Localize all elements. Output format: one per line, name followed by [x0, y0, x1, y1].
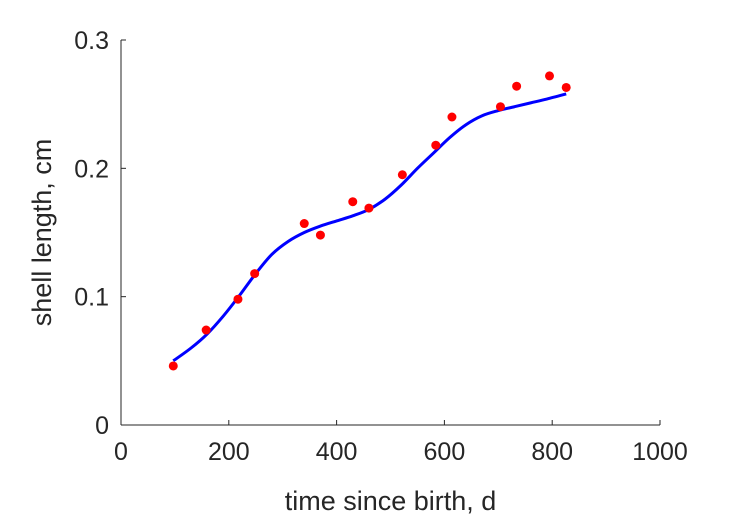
- y-axis-label: shell length, cm: [27, 139, 57, 327]
- series-line: [172, 92, 567, 363]
- data-points: [168, 71, 571, 371]
- data-point: [512, 81, 522, 91]
- data-point: [545, 71, 555, 81]
- data-point: [431, 140, 441, 150]
- data-point: [561, 82, 571, 92]
- x-tick-label: 800: [531, 438, 573, 466]
- y-tick-label: 0.2: [74, 155, 109, 183]
- data-point: [397, 170, 407, 180]
- data-point: [299, 219, 309, 229]
- x-tick-label: 1000: [632, 438, 688, 466]
- x-tick-label: 0: [114, 438, 128, 466]
- x-axis-label: time since birth, d: [285, 486, 497, 516]
- data-point: [315, 230, 325, 240]
- x-ticks: 0 200 400 600 800 1000: [114, 420, 688, 466]
- axes: [120, 40, 660, 426]
- x-tick-label: 200: [208, 438, 250, 466]
- y-tick-label: 0.1: [74, 284, 109, 312]
- data-point: [250, 269, 260, 279]
- data-point: [447, 112, 457, 122]
- data-point: [348, 197, 358, 207]
- data-point: [201, 325, 211, 335]
- y-tick-label: 0.3: [74, 27, 109, 55]
- y-ticks: 0 0.1 0.2 0.3: [74, 27, 126, 440]
- x-tick-label: 600: [424, 438, 466, 466]
- data-point: [233, 294, 243, 304]
- y-tick-label: 0: [95, 412, 109, 440]
- data-point: [495, 102, 505, 112]
- data-point: [168, 361, 178, 371]
- data-point: [364, 203, 374, 213]
- x-tick-label: 400: [316, 438, 358, 466]
